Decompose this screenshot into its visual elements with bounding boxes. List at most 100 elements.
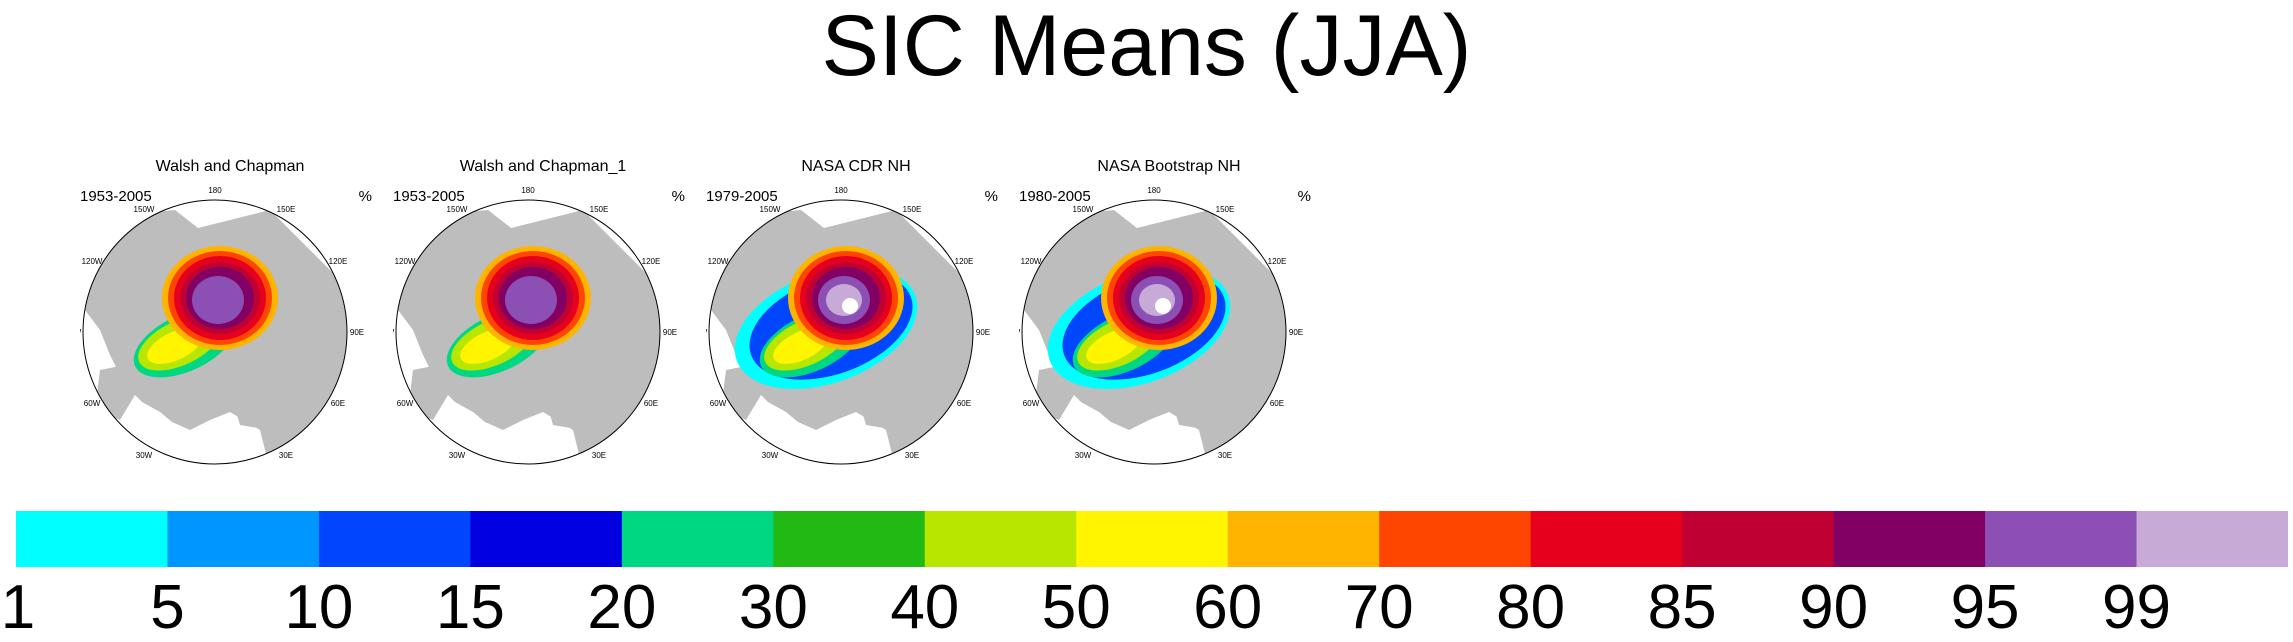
longitude-label: 150E [590, 205, 609, 214]
polar-map: 180150E120E90E60E30E030W60W90W120W150W [706, 186, 990, 465]
longitude-label: 90W [80, 328, 82, 337]
longitude-label: 60W [84, 399, 101, 408]
colorbar-tick-label: 40 [890, 573, 960, 642]
colorbar [16, 511, 2288, 567]
longitude-label: 150E [903, 205, 922, 214]
colorbar-swatch [2136, 511, 2288, 567]
colorbar-swatch [1227, 511, 1380, 567]
colorbar-swatch [1985, 511, 2138, 567]
longitude-label: 30W [449, 451, 466, 460]
longitude-label: 120E [329, 257, 348, 266]
pole-hole [842, 298, 858, 314]
colorbar-tick-label: 99 [2102, 573, 2172, 642]
longitude-label: 150E [277, 205, 296, 214]
longitude-label: 90W [706, 328, 708, 337]
longitude-label: 90W [1019, 328, 1021, 337]
colorbar-swatch [773, 511, 926, 567]
panel-period: 1979-2005 [706, 188, 778, 205]
longitude-label: 150W [134, 205, 155, 214]
colorbar-tick-label: 1 [0, 573, 36, 642]
map-panel-2: Walsh and Chapman_1 1953-2005 % 180 150E 1… [393, 150, 693, 470]
colorbar-tick-label: 30 [738, 573, 808, 642]
colorbar-tick-label: 95 [1950, 573, 2020, 642]
panel-period: 1953-2005 [393, 188, 465, 205]
longitude-label: 60W [1023, 399, 1040, 408]
colorbar-tick-label: 90 [1799, 573, 1869, 642]
colorbar-swatch [1076, 511, 1229, 567]
map-boundary [1021, 199, 1287, 465]
longitude-label: 150W [760, 205, 781, 214]
colorbar-swatch [16, 511, 168, 567]
panel-period: 1953-2005 [80, 188, 152, 205]
longitude-label: 120E [1268, 257, 1287, 266]
longitude-label: 150W [447, 205, 468, 214]
colorbar-swatch [470, 511, 623, 567]
colorbar-swatch [1833, 511, 1986, 567]
land-mass [856, 390, 896, 430]
longitude-label: 120W [82, 257, 103, 266]
map-boundary [395, 199, 661, 465]
map-boundary [82, 199, 348, 465]
polar-map: 180150E120E90E60E30E030W60W90W120W150W [393, 186, 677, 465]
longitude-label: 30W [1075, 451, 1092, 460]
longitude-label: 60E [644, 399, 658, 408]
pole-hole [1155, 298, 1171, 314]
longitude-label: 150W [1073, 205, 1094, 214]
colorbar-tick-label: 15 [435, 573, 505, 642]
colorbar-tick-label: 80 [1496, 573, 1566, 642]
longitude-label: 180 [1147, 186, 1161, 195]
colorbar-swatch [1530, 511, 1683, 567]
colorbar-swatch [318, 511, 471, 567]
longitude-label: 60E [1270, 399, 1284, 408]
panel-period: 1980-2005 [1019, 188, 1091, 205]
longitude-label: 30W [136, 451, 153, 460]
colorbar-tick-label: 5 [150, 573, 185, 642]
panel-title: Walsh and Chapman [155, 158, 305, 175]
chart-title: SIC Means (JJA) [821, 0, 1472, 94]
colorbar-tick-label: 70 [1344, 573, 1414, 642]
ice-band [192, 276, 244, 324]
longitude-label: 90E [976, 328, 990, 337]
longitude-label: 150E [1216, 205, 1235, 214]
longitude-label: 90E [1289, 328, 1303, 337]
land-mass [543, 390, 583, 430]
colorbar-swatch [621, 511, 774, 567]
colorbar-swatch [167, 511, 320, 567]
longitude-label: 90W [393, 328, 395, 337]
colorbar-swatch [1379, 511, 1532, 567]
map-panel-3: NASA CDR NH 1979-2005 % 180 150E 120E 90E 60… [706, 150, 1006, 470]
longitude-label: 30E [279, 451, 293, 460]
longitude-label: 90E [350, 328, 364, 337]
colorbar-tick-label: 20 [587, 573, 657, 642]
map-panel-1: Walsh and Chapman 1953-2005 % 180 150E 120… [80, 150, 380, 470]
longitude-label: 120W [1021, 257, 1042, 266]
map-boundary [708, 199, 974, 465]
longitude-label: 60E [957, 399, 971, 408]
longitude-label: 30W [762, 451, 779, 460]
panel-title: Walsh and Chapman_1 [459, 158, 627, 175]
longitude-label: 120E [955, 257, 974, 266]
panel-unit: % [671, 188, 685, 205]
longitude-label: 180 [208, 186, 222, 195]
longitude-label: 60E [331, 399, 345, 408]
polar-map: 180150E120E90E60E30E030W60W90W120W150W [80, 186, 364, 465]
colorbar-tick-label: 50 [1041, 573, 1111, 642]
longitude-label: 90E [663, 328, 677, 337]
longitude-label: 30E [592, 451, 606, 460]
panel-unit: % [984, 188, 998, 205]
panel-title: NASA CDR NH [801, 158, 911, 175]
colorbar-tick-label: 10 [284, 573, 354, 642]
land-mass [1169, 390, 1209, 430]
colorbar-tick-label: 60 [1193, 573, 1263, 642]
longitude-label: 30E [1218, 451, 1232, 460]
colorbar-labels: 1 5 10 15 20 30 40 50 60 70 80 85 90 95 99 [0, 575, 2293, 641]
longitude-label: 120W [395, 257, 416, 266]
land-mass [230, 390, 270, 430]
longitude-label: 180 [834, 186, 848, 195]
panel-title: NASA Bootstrap NH [1097, 158, 1241, 175]
panel-unit: % [358, 188, 372, 205]
map-panel-4: NASA Bootstrap NH 1980-2005 % 180 150E 120… [1019, 150, 1319, 470]
longitude-label: 120E [642, 257, 661, 266]
polar-map: 180150E120E90E60E30E030W60W90W120W150W [1019, 186, 1303, 465]
longitude-label: 60W [710, 399, 727, 408]
